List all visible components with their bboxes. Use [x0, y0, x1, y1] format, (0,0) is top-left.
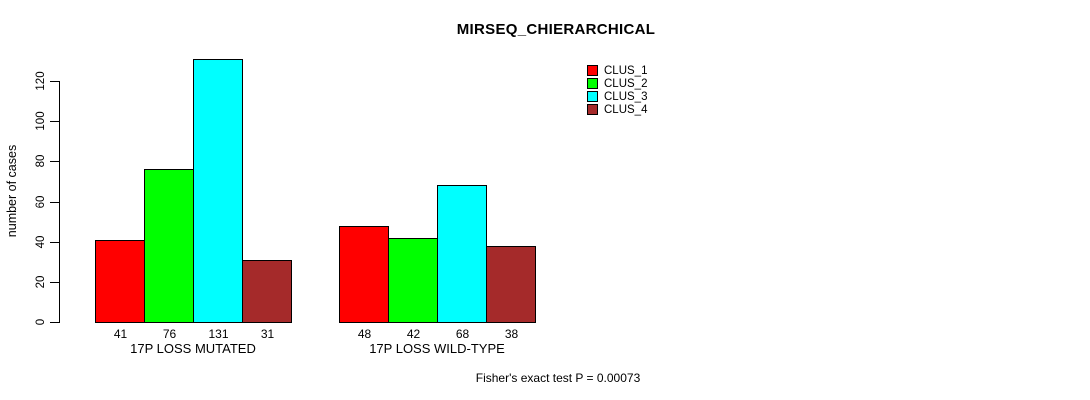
- bar-clus_3-group2: [437, 185, 487, 323]
- y-axis-tick-label: 120: [35, 71, 47, 91]
- y-axis-tick: [50, 81, 59, 82]
- bar-value-label: 76: [162, 327, 177, 341]
- y-axis-tick-label: 40: [35, 235, 47, 249]
- legend: CLUS_1 CLUS_2 CLUS_3 CLUS_4: [587, 64, 647, 116]
- legend-label: CLUS_2: [604, 77, 648, 90]
- y-axis-tick-label: 20: [35, 275, 47, 289]
- category-label: 17P LOSS MUTATED: [130, 341, 256, 356]
- y-axis-tick: [50, 161, 59, 162]
- legend-swatch-clus_1: [587, 65, 598, 76]
- y-axis-tick: [50, 242, 59, 243]
- y-axis-tick-label: 100: [35, 111, 47, 131]
- legend-label: CLUS_1: [604, 64, 648, 77]
- bar-value-label: 48: [357, 327, 372, 341]
- y-axis-tick-label: 60: [35, 195, 47, 209]
- bar-clus_3-group1: [193, 59, 243, 323]
- bar-value-label: 131: [208, 327, 229, 341]
- bar-clus_4-group2: [486, 246, 536, 323]
- chart-title: MIRSEQ_CHIERARCHICAL: [456, 21, 656, 38]
- annotation-footnote: Fisher's exact test P = 0.00073: [475, 371, 641, 385]
- legend-item-clus_2: CLUS_2: [587, 77, 647, 90]
- y-axis-tick-label: 80: [35, 154, 47, 168]
- legend-item-clus_4: CLUS_4: [587, 103, 647, 116]
- bar-clus_4-group1: [242, 260, 292, 323]
- legend-label: CLUS_3: [604, 90, 648, 103]
- category-label: 17P LOSS WILD-TYPE: [369, 341, 505, 356]
- bar-clus_2-group2: [388, 238, 438, 323]
- y-axis-label: number of cases: [5, 144, 19, 238]
- legend-label: CLUS_4: [604, 103, 648, 116]
- legend-item-clus_3: CLUS_3: [587, 90, 647, 103]
- y-axis-tick: [50, 322, 59, 323]
- legend-item-clus_1: CLUS_1: [587, 64, 647, 77]
- y-axis-line: [59, 81, 60, 323]
- bar-value-label: 42: [406, 327, 421, 341]
- bar-clus_1-group2: [339, 226, 389, 323]
- y-axis-tick: [50, 202, 59, 203]
- y-axis-tick: [50, 282, 59, 283]
- bar-value-label: 31: [260, 327, 275, 341]
- bar-value-label: 41: [113, 327, 128, 341]
- bar-clus_2-group1: [144, 169, 194, 323]
- y-axis-tick: [50, 121, 59, 122]
- bar-value-label: 38: [504, 327, 519, 341]
- legend-swatch-clus_2: [587, 78, 598, 89]
- legend-swatch-clus_4: [587, 104, 598, 115]
- y-axis-tick-label: 0: [35, 318, 47, 326]
- bar-clus_1-group1: [95, 240, 145, 323]
- bar-value-label: 68: [455, 327, 470, 341]
- legend-swatch-clus_3: [587, 91, 598, 102]
